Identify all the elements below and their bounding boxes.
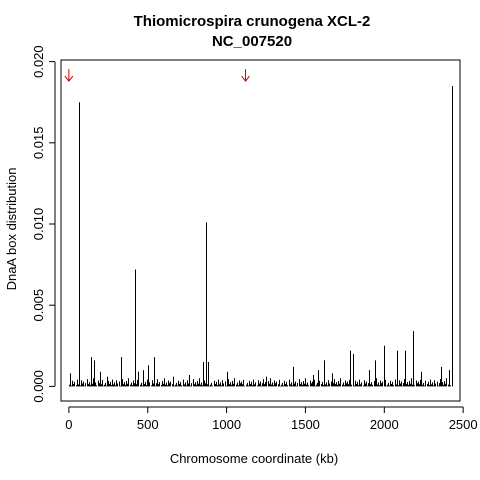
x-tick-label: 0 [65,417,72,432]
down-arrow-icon [64,69,74,82]
x-tick-label: 1500 [291,417,320,432]
y-tick-label: 0.005 [31,289,46,322]
x-tick-label: 500 [137,417,159,432]
bar-series [69,85,453,387]
y-tick-label: 0.020 [31,45,46,78]
x-axis-label: Chromosome coordinate (kb) [170,451,338,466]
chart-subtitle: NC_007520 [212,33,292,50]
x-tick-label: 2000 [370,417,399,432]
x-tick-label: 1000 [212,417,241,432]
chart-title: Thiomicrospira crunogena XCL-2 [134,13,371,30]
x-axis: 0 500 1000 1500 2000 2500 [65,406,478,432]
plot-frame [60,59,461,402]
down-arrow-icon [241,69,250,82]
y-tick-label: 0.015 [31,127,46,160]
annotation-arrows [64,69,250,82]
y-tick-label: 0.000 [31,370,46,403]
y-axis: 0.000 0.005 0.010 0.015 0.020 [31,45,56,403]
x-tick-label: 2500 [449,417,478,432]
y-tick-label: 0.010 [31,208,46,241]
y-axis-label: DnaA box distribution [4,168,19,291]
